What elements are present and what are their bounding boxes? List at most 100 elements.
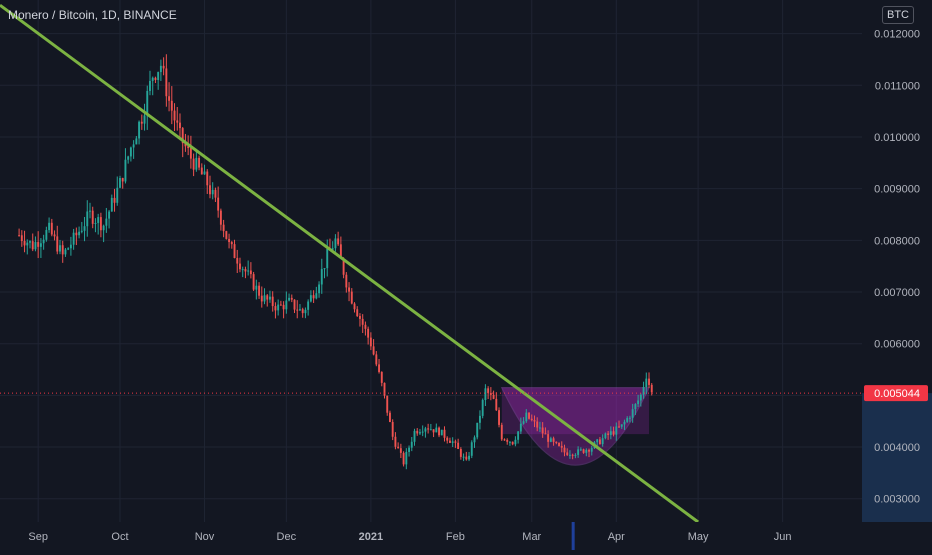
candle-body <box>138 121 141 139</box>
candle-body <box>421 431 424 433</box>
candle-body <box>34 242 37 250</box>
candle-body <box>590 448 593 452</box>
candle-body <box>416 430 419 434</box>
candle-body <box>435 427 438 433</box>
candle-body <box>219 210 222 225</box>
candle-body <box>20 235 23 241</box>
trendline[interactable] <box>0 3 699 524</box>
candle-body <box>230 242 233 245</box>
candle-body <box>440 429 443 436</box>
candle-body <box>260 295 263 302</box>
candle-body <box>577 449 580 455</box>
candle-body <box>266 295 269 300</box>
candle-body <box>26 242 29 246</box>
time-axis[interactable]: Sep Oct Nov Dec 2021 Feb Mar Apr May Jun <box>0 522 932 550</box>
candle-body <box>468 455 470 460</box>
candle-body <box>209 185 211 195</box>
candle-body <box>290 297 293 300</box>
candle-body <box>555 441 558 443</box>
candle-body <box>72 232 75 245</box>
candle-body <box>476 422 479 438</box>
candle-body <box>383 382 386 396</box>
candle-body <box>511 441 514 445</box>
candle-body <box>536 421 539 428</box>
candle-body <box>528 412 530 419</box>
candle-body <box>154 77 157 80</box>
candle-body <box>650 384 653 393</box>
candle-body <box>189 148 192 159</box>
candle-body <box>119 178 121 188</box>
candle-body <box>285 300 288 310</box>
candle-body <box>233 244 236 258</box>
candle-body <box>626 418 629 422</box>
date-highlight-marker <box>571 522 575 550</box>
candle-body <box>427 428 430 430</box>
candle-body <box>579 449 582 451</box>
candle-body <box>500 424 503 440</box>
candle-body <box>23 240 26 246</box>
candle-body <box>432 429 435 433</box>
candle-body <box>446 437 449 441</box>
currency-badge[interactable]: BTC <box>882 6 914 24</box>
candle-body <box>356 309 359 317</box>
price-tick-label: 0.009000 <box>874 184 920 196</box>
candle-body <box>91 210 94 224</box>
time-tick-label: Jun <box>774 531 792 543</box>
time-tick-label: Sep <box>28 531 48 543</box>
candle-body <box>241 269 244 271</box>
candles <box>18 54 653 470</box>
candle-body <box>64 249 67 255</box>
candle-body <box>353 303 356 310</box>
price-tick-label: 0.004000 <box>874 442 920 454</box>
price-tick-label: 0.010000 <box>874 132 920 144</box>
candle-body <box>631 409 634 418</box>
candle-body <box>244 269 247 272</box>
candle-body <box>470 442 473 456</box>
candle-body <box>489 393 492 395</box>
candle-body <box>187 146 190 149</box>
candle-body <box>547 434 550 442</box>
candle-body <box>620 424 623 427</box>
candle-body <box>140 121 143 124</box>
candle-body <box>424 428 427 432</box>
candle-body <box>42 239 45 244</box>
candle-body <box>607 433 610 435</box>
candle-body <box>159 65 162 73</box>
candle-body <box>309 295 312 302</box>
candle-body <box>176 120 179 123</box>
candle-body <box>326 248 329 269</box>
candle-body <box>525 412 528 422</box>
candle-body <box>116 187 119 203</box>
price-axis[interactable]: 0.0030000.0040000.0050000.0060000.007000… <box>862 0 932 550</box>
candle-body <box>533 420 536 422</box>
candle-body <box>457 442 460 449</box>
candle-body <box>320 269 323 285</box>
candle-body <box>31 241 34 250</box>
candle-body <box>334 238 337 249</box>
candle-body <box>623 421 626 425</box>
candle-body <box>454 441 457 443</box>
symbol-title: Monero / Bitcoin, 1D, BINANCE <box>8 8 177 22</box>
candle-body <box>318 284 321 294</box>
candle-body <box>574 454 577 456</box>
candle-body <box>418 432 421 434</box>
candle-body <box>530 418 533 421</box>
candle-body <box>102 225 105 231</box>
candle-body <box>299 309 301 311</box>
candle-body <box>162 65 165 69</box>
candle-body <box>252 274 255 290</box>
candle-body <box>552 438 555 442</box>
candle-body <box>642 386 645 395</box>
candle-body <box>615 426 618 435</box>
candle-body <box>217 197 220 211</box>
candle-body <box>127 156 130 160</box>
candle-body <box>413 430 416 442</box>
candle-body <box>56 236 59 252</box>
candle-body <box>274 306 277 311</box>
candle-body <box>566 452 569 456</box>
price-tick-label: 0.012000 <box>874 29 920 41</box>
candle-body <box>342 258 345 275</box>
candle-body <box>448 440 451 443</box>
